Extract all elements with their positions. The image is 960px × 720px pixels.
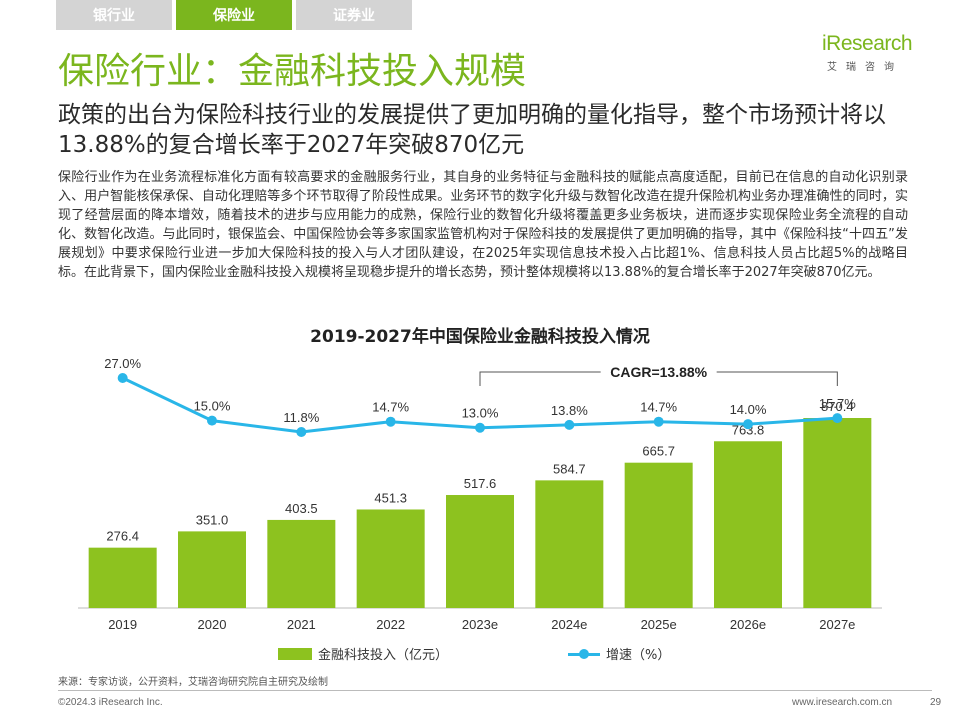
growth-label-2024e: 13.8% — [551, 403, 588, 418]
x-tick-2025e: 2025e — [641, 617, 677, 632]
chart-title: 2019-2027年中国保险业金融科技投入情况 — [310, 327, 650, 347]
bar-2026e — [714, 441, 782, 608]
growth-point-2025e — [653, 416, 664, 427]
growth-label-2019: 27.0% — [104, 356, 141, 371]
bar-label-2023e: 517.6 — [464, 476, 497, 491]
bar-label-2021: 403.5 — [285, 501, 318, 516]
growth-label-2027e: 15.7% — [819, 396, 856, 411]
x-tick-2026e: 2026e — [730, 617, 766, 632]
growth-label-2022: 14.7% — [372, 400, 409, 415]
bar-2019 — [88, 547, 157, 608]
bar-2021 — [267, 519, 336, 608]
x-tick-2023e: 2023e — [462, 617, 498, 632]
growth-label-2020: 15.0% — [194, 399, 231, 414]
footer-divider — [58, 690, 932, 691]
bar-label-2025e: 665.7 — [642, 444, 675, 459]
legend-label-investment: 金融科技投入（亿元） — [318, 648, 449, 663]
iresearch-logo: iResearch 艾瑞咨询 — [822, 32, 932, 84]
legend-item-investment: 金融科技投入（亿元） — [278, 644, 448, 663]
cagr-annotation-bg — [600, 362, 717, 382]
x-tick-2024e: 2024e — [551, 617, 587, 632]
page-subtitle: 政策的出台为保险科技行业的发展提供了更加明确的量化指导，整个市场预计将以13.8… — [58, 102, 886, 158]
growth-point-2021 — [296, 427, 307, 437]
growth-point-2019 — [117, 373, 128, 383]
legend-item-growth: 增速（%） — [568, 644, 670, 663]
bar-label-2022: 451.3 — [374, 490, 407, 505]
tab-securities[interactable]: 证券业 — [296, 0, 412, 30]
growth-point-2023e — [475, 422, 485, 433]
body-paragraph: 保险行业作为在业务流程标准化方面有较高要求的金融服务行业，其自身的业务特征与金融… — [58, 170, 908, 281]
page-title: 保险行业：金融科技投入规模 — [58, 51, 527, 92]
growth-point-2020 — [207, 415, 217, 426]
growth-label-2023e: 13.0% — [462, 406, 499, 421]
footer-website[interactable]: www.iresearch.com.cn — [792, 697, 893, 708]
footer-copyright: ©2024.3 iResearch Inc. — [58, 697, 163, 708]
growth-label-2025e: 14.7% — [640, 400, 677, 415]
growth-point-2026e — [743, 419, 753, 430]
growth-point-2024e — [564, 419, 575, 430]
bar-label-2019: 276.4 — [106, 529, 139, 544]
legend-label-growth: 增速（%） — [606, 648, 671, 663]
bar-2024e — [535, 480, 604, 608]
legend-swatch-bar — [278, 647, 312, 660]
page-number: 29 — [930, 697, 942, 708]
tab-insurance[interactable]: 保险业 — [176, 0, 292, 30]
tab-banking[interactable]: 银行业 — [56, 0, 172, 30]
x-tick-2020: 2020 — [198, 617, 227, 632]
bar-label-2027e: 870.4 — [821, 399, 854, 414]
x-tick-2022: 2022 — [376, 617, 405, 632]
cagr-annotation: CAGR=13.88% — [610, 364, 707, 380]
bar-2023e — [446, 495, 514, 608]
logo-wordmark: iResearch — [822, 32, 913, 55]
chart-legend: 金融科技投入（亿元） 增速（%） — [0, 644, 960, 664]
x-tick-2019: 2019 — [108, 617, 137, 632]
legend-swatch-line — [568, 648, 600, 660]
source-note: 来源：专家访谈，公开资料，艾瑞咨询研究院自主研究及绘制 — [58, 677, 328, 688]
bar-2020 — [178, 531, 246, 608]
bar-label-2026e: 763.8 — [732, 422, 765, 437]
bar-label-2024e: 584.7 — [553, 461, 586, 476]
x-tick-2027e: 2027e — [819, 617, 855, 632]
growth-point-2027e — [832, 413, 843, 424]
bar-2022 — [356, 509, 425, 608]
x-tick-2021: 2021 — [287, 617, 316, 632]
section-tabs: 银行业 保险业 证券业 — [56, 0, 412, 30]
bar-2027e — [803, 418, 872, 608]
investment-chart: 276.4 2019 351.0 2020 403.5 2021 451.3 2022 517.… — [78, 356, 882, 632]
bar-label-2020: 351.0 — [196, 512, 229, 527]
growth-label-2021: 11.8% — [283, 410, 319, 425]
growth-label-2026e: 14.0% — [730, 402, 767, 417]
logo-subtext: 艾瑞咨询 — [827, 62, 903, 73]
bar-2025e — [624, 462, 693, 608]
growth-point-2022 — [385, 416, 396, 427]
